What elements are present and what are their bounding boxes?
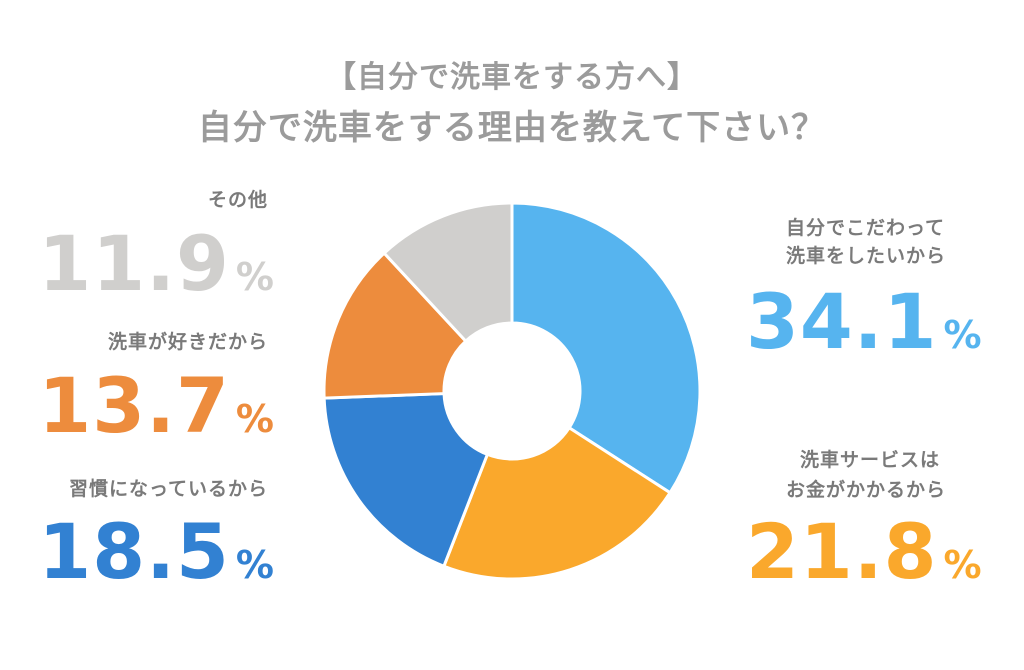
label-particular-line1: 自分でこだわって [786,217,946,239]
label-like-washing: 洗車が好きだから [107,331,268,353]
value-other-percent: % [235,255,274,299]
label-other: その他 [207,189,268,211]
slice-habit [322,392,490,569]
value-particular-number: 34.1 [746,277,938,366]
slice-particular [510,201,702,495]
label-cost-line1: 洗車サービスは [800,449,941,471]
slice-like-washing [322,251,468,400]
label-habit: 習慣になっているから [68,478,268,500]
value-like-washing: 13.7% [14,368,274,444]
label-cost-line2: お金がかかるから [786,479,947,501]
label-particular-line2: 洗車をしたいから [786,245,947,267]
chart-title-line1: 【自分で洗車をする方へ】 [326,60,698,95]
value-cost: 21.8% [746,514,982,590]
value-habit-percent: % [235,543,274,587]
value-cost-number: 21.8 [746,507,938,596]
value-other: 11.9% [14,226,274,302]
value-like-washing-number: 13.7 [38,361,230,450]
value-habit-number: 18.5 [38,507,230,596]
value-other-number: 11.9 [38,219,230,308]
chart-title-line2: 自分で洗車をする理由を教えて下さい？ [197,108,827,148]
value-like-washing-percent: % [235,397,274,441]
slice-cost [441,425,673,581]
slice-other [382,201,514,344]
value-particular-percent: % [943,313,982,357]
value-cost-percent: % [943,543,982,587]
value-habit: 18.5% [14,514,274,590]
value-particular: 34.1% [746,284,982,360]
